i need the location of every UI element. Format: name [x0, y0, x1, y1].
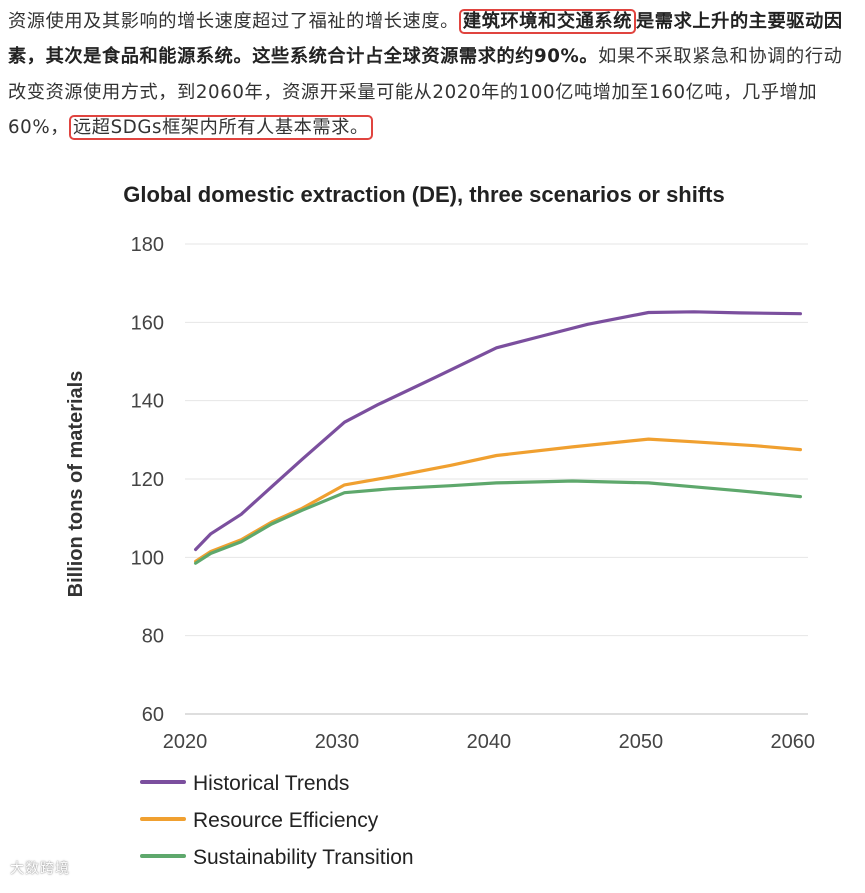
chart-title: Global domestic extraction (DE), three s…	[123, 182, 725, 207]
article-paragraph: 资源使用及其影响的增长速度超过了福祉的增长速度。 建筑环境和交通系统 是需求上升的主…	[8, 4, 858, 146]
x-tick-label: 2040	[467, 731, 512, 753]
y-tick-label: 80	[142, 626, 164, 648]
highlight-built-environment: 建筑环境和交通系统	[458, 9, 636, 34]
article-text-part2: 如果不采取紧急和协调的行动改变资源使用方式，到2060年，资源开采量可能从202…	[8, 46, 843, 139]
y-tick-label: 140	[131, 391, 164, 413]
grid-lines	[185, 243, 808, 715]
series-lines	[194, 310, 803, 565]
y-tick-label: 100	[131, 547, 164, 569]
y-tick-labels: 60 80 100 120 140 160 180	[131, 234, 164, 726]
x-tick-label: 2050	[619, 731, 664, 753]
x-tick-label: 2030	[315, 731, 360, 753]
watermark: 大数跨境	[10, 861, 70, 877]
series-line-historical-trends	[194, 310, 803, 552]
article-text-part1: 资源使用及其影响的增长速度超过了福祉的增长速度。	[8, 11, 459, 32]
x-tick-labels: 2020 2030 2040 2050 2060	[163, 731, 815, 753]
y-axis-label: Billion tons of materials	[65, 371, 87, 598]
series-line-sustainability-transition	[194, 479, 803, 565]
legend-label: Historical Trends	[193, 772, 349, 795]
chart-container: Global domestic extraction (DE), three s…	[0, 168, 865, 889]
y-tick-label: 160	[131, 312, 164, 334]
series-line-resource-efficiency	[194, 437, 803, 563]
legend-label: Resource Efficiency	[193, 809, 379, 832]
legend: Historical Trends Resource Efficiency Sust…	[140, 772, 414, 869]
highlight-sdgs: 远超SDGs框架内所有人基本需求。	[69, 115, 373, 141]
y-tick-label: 60	[142, 704, 164, 726]
x-tick-label: 2060	[771, 731, 816, 753]
article-bold-text: 是需求上升的主要驱动因素，其次是食品和能源系统。这些系统合计占全球资源需求的约9…	[8, 11, 843, 68]
legend-label: Sustainability Transition	[193, 846, 414, 869]
y-tick-label: 180	[131, 234, 164, 256]
y-tick-label: 120	[131, 469, 164, 491]
line-chart: Global domestic extraction (DE), three s…	[65, 182, 815, 869]
x-tick-label: 2020	[163, 731, 208, 753]
